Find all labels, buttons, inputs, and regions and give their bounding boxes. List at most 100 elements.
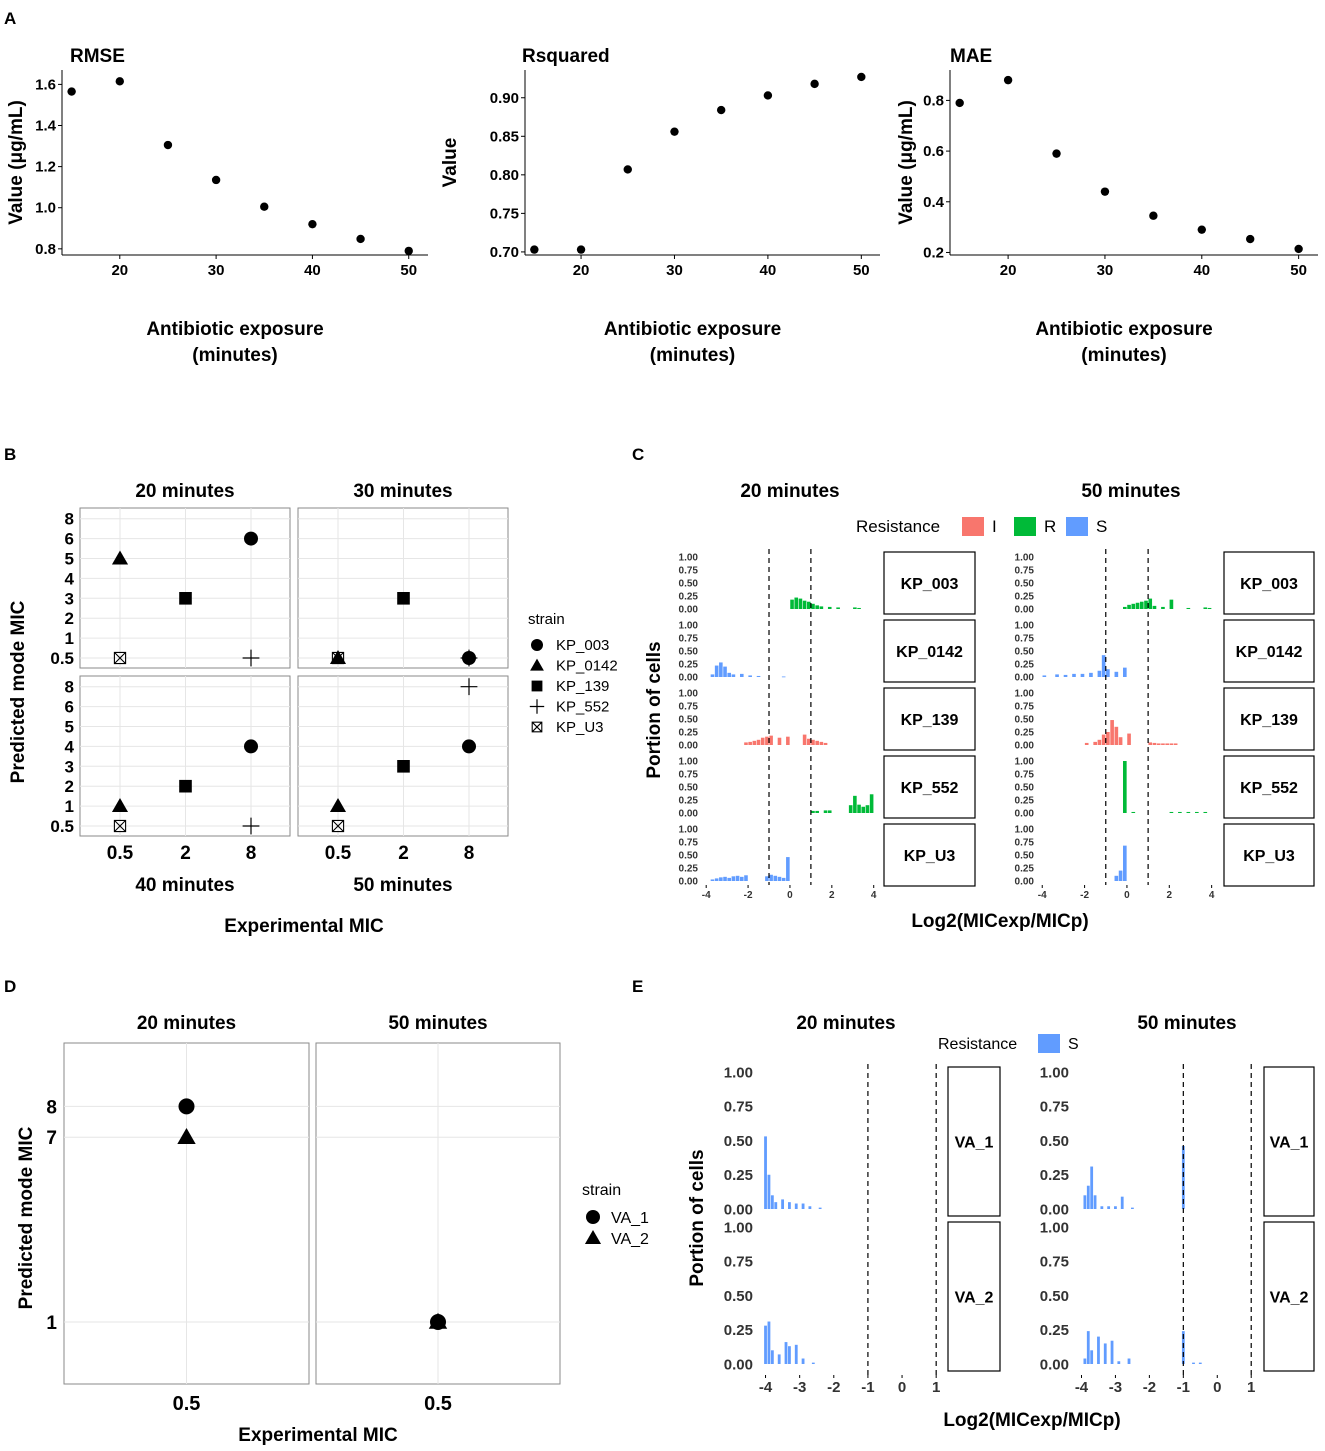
histogram-bar — [777, 1354, 781, 1364]
histogram-bar — [1097, 739, 1102, 745]
y-tick-label: 0.00 — [679, 605, 699, 616]
histogram-bar — [1148, 598, 1153, 609]
y-tick-label: 0.50 — [724, 1133, 753, 1150]
y-tick-label: 0.25 — [1040, 1167, 1069, 1184]
histogram-bar — [1083, 1358, 1087, 1364]
facet-50-minutes: 50 minutes 0.5 — [315, 1013, 561, 1415]
x-tick-label: 0 — [898, 1379, 906, 1396]
x-tick-label: 0.5 — [107, 843, 134, 864]
histogram-bar — [1161, 606, 1165, 609]
histogram-bar — [1152, 742, 1157, 745]
point-kp_552 — [460, 678, 478, 696]
histogram-bar — [723, 666, 727, 677]
x-tick-label: 20 — [1000, 262, 1017, 279]
histogram-bar — [857, 804, 861, 813]
point-kp_0142 — [111, 798, 129, 813]
data-point — [211, 175, 221, 185]
y-tick-label: 0.75 — [679, 566, 699, 577]
y-tick-label: 0.75 — [724, 1099, 753, 1116]
panel-d-predicted-vs-experimental-va: 20 minutes 0.5 1 7 8 50 minutes 0.5 Experimenta… — [16, 1013, 649, 1446]
histogram-bar — [1203, 607, 1208, 609]
y-tick-label: 1 — [46, 1313, 57, 1334]
histogram-bar — [807, 601, 811, 609]
histogram-bar — [710, 879, 715, 881]
data-point — [955, 98, 964, 108]
x-tick-label: -3 — [793, 1379, 806, 1396]
y-tick-label: 6 — [65, 698, 74, 717]
x-tick-label: 1 — [1247, 1379, 1255, 1396]
row-kp_552: 0.00 0.25 0.50 0.75 1.00 KP_552 — [679, 755, 976, 820]
y-tick-label: 1.00 — [1015, 553, 1035, 564]
y-tick-label: 0.50 — [679, 851, 699, 862]
x-axis-title-unit: (minutes) — [192, 345, 278, 366]
histogram-bar — [818, 1207, 822, 1209]
y-tick-label: 0.50 — [1015, 851, 1035, 862]
y-tick-label: 0.50 — [1040, 1133, 1069, 1150]
point-kp_u3 — [113, 651, 127, 665]
point-kp_0142 — [111, 550, 129, 565]
point-va_2 — [177, 1128, 196, 1144]
x-axis-title-unit: (minutes) — [1081, 345, 1167, 366]
x-axis-title: Log2(MICexp/MICp) — [911, 911, 1088, 932]
y-tick-label: 1 — [65, 629, 74, 648]
x-axis-title: Antibiotic exposure — [604, 319, 781, 340]
point-kp_139 — [397, 760, 410, 773]
x-tick-label: -2 — [1080, 890, 1089, 901]
legend-label: I — [992, 517, 997, 536]
y-tick-label: 0.50 — [679, 647, 699, 658]
histogram-bar — [811, 603, 815, 609]
histogram-bar — [719, 877, 723, 881]
histogram-bar — [1110, 1340, 1114, 1364]
facet-title: 50 minutes — [1137, 1013, 1236, 1034]
histogram-bar — [710, 674, 715, 677]
strip-label: VA_2 — [955, 1290, 994, 1307]
x-tick-label: -4 — [759, 1379, 773, 1396]
row-kp_u3: 0.00 0.25 0.50 0.75 1.00 KP_U3 — [1015, 823, 1315, 888]
x-tick-label: 0.5 — [325, 843, 352, 864]
y-tick-label: 0.75 — [1015, 634, 1035, 645]
histogram-bar — [869, 794, 874, 813]
y-tick-label: 0.75 — [1040, 1254, 1069, 1271]
histogram-bar — [1093, 1195, 1097, 1209]
histogram-bar — [1152, 605, 1157, 609]
histogram-bar — [756, 675, 761, 677]
legend-title: Resistance — [938, 1036, 1017, 1053]
facet-50-minutes: 0.5 2 8 50 minutes — [297, 675, 509, 896]
y-tick-label: 1.00 — [679, 553, 699, 564]
y-tick-label: 1.00 — [724, 1219, 753, 1236]
panel-label-a: A — [4, 9, 16, 28]
histogram-bar — [1090, 1166, 1094, 1209]
facet-title: 20 minutes — [796, 1013, 895, 1034]
histogram-bar — [865, 805, 870, 813]
x-axis-title: Antibiotic exposure — [146, 319, 323, 340]
histogram-bar — [1169, 599, 1174, 609]
point-kp_139 — [179, 592, 192, 605]
histogram-bar — [781, 877, 786, 881]
histogram-bar — [1123, 606, 1127, 609]
y-tick-label: 0.25 — [1015, 592, 1035, 603]
y-tick-label: 0.25 — [724, 1322, 753, 1339]
point-kp_u3 — [113, 819, 127, 833]
panel-label-c: C — [632, 445, 644, 464]
x-tick-label: -1 — [861, 1379, 874, 1396]
y-tick-label: 1.6 — [35, 76, 56, 93]
histogram-bar — [1192, 1362, 1195, 1364]
histogram-bar — [1131, 811, 1136, 813]
histogram-bar — [1207, 607, 1212, 609]
point-kp_0142 — [329, 649, 347, 664]
row-kp_139: 0.00 0.25 0.50 0.75 1.00 KP_139 — [679, 687, 976, 752]
y-tick-label: 1.00 — [679, 825, 699, 836]
point-kp_003 — [244, 739, 258, 754]
row-kp_003: 0.00 0.25 0.50 0.75 1.00 KP_003 — [1015, 551, 1315, 616]
data-point — [623, 165, 632, 174]
x-tick-label: 0.5 — [424, 1393, 452, 1415]
histogram-bar — [748, 675, 752, 677]
y-tick-label: 0.50 — [679, 579, 699, 590]
y-tick-label: 0.00 — [724, 1201, 753, 1218]
y-tick-label: 2 — [65, 609, 74, 628]
x-tick-label: 2 — [180, 843, 191, 864]
y-tick-label: 0.25 — [679, 592, 699, 603]
legend-label: KP_552 — [556, 699, 609, 716]
y-tick-label: 1 — [65, 797, 74, 816]
